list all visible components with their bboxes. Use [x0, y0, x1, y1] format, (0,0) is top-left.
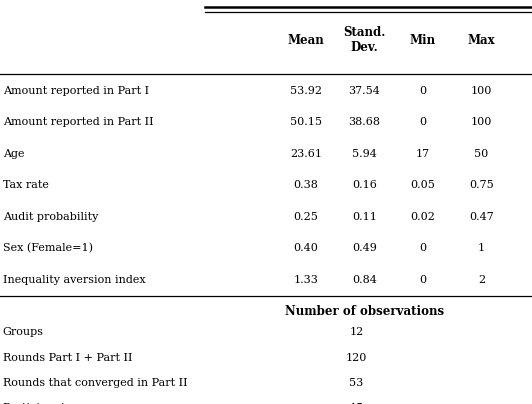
- Text: Amount reported in Part II: Amount reported in Part II: [3, 118, 153, 127]
- Text: 0.38: 0.38: [294, 181, 318, 190]
- Text: 0.75: 0.75: [469, 181, 494, 190]
- Text: Number of observations: Number of observations: [285, 305, 444, 318]
- Text: Rounds that converged in Part II: Rounds that converged in Part II: [3, 378, 187, 387]
- Text: Stand.
Dev.: Stand. Dev.: [343, 26, 386, 55]
- Text: Audit probability: Audit probability: [3, 212, 98, 222]
- Text: 50: 50: [475, 149, 488, 159]
- Text: 0: 0: [419, 275, 427, 285]
- Text: 120: 120: [346, 353, 367, 362]
- Text: Inequality aversion index: Inequality aversion index: [3, 275, 145, 285]
- Text: 53.92: 53.92: [290, 86, 322, 96]
- Text: 38.68: 38.68: [348, 118, 380, 127]
- Text: 37.54: 37.54: [348, 86, 380, 96]
- Text: 2: 2: [478, 275, 485, 285]
- Text: Rounds Part I + Part II: Rounds Part I + Part II: [3, 353, 132, 362]
- Text: Min: Min: [410, 34, 436, 47]
- Text: 5.94: 5.94: [352, 149, 377, 159]
- Text: Groups: Groups: [3, 328, 44, 337]
- Text: 0: 0: [419, 86, 427, 96]
- Text: Amount reported in Part I: Amount reported in Part I: [3, 86, 149, 96]
- Text: 0.11: 0.11: [352, 212, 377, 222]
- Text: 0.25: 0.25: [294, 212, 318, 222]
- Text: Mean: Mean: [287, 34, 325, 47]
- Text: 1: 1: [478, 244, 485, 253]
- Text: 0.05: 0.05: [411, 181, 435, 190]
- Text: 23.61: 23.61: [290, 149, 322, 159]
- Text: 0.49: 0.49: [352, 244, 377, 253]
- Text: 0.84: 0.84: [352, 275, 377, 285]
- Text: 0.47: 0.47: [469, 212, 494, 222]
- Text: 0: 0: [419, 118, 427, 127]
- Text: Participants per group: Participants per group: [3, 403, 130, 404]
- Text: 15: 15: [350, 403, 363, 404]
- Text: 100: 100: [471, 118, 492, 127]
- Text: 0.40: 0.40: [294, 244, 318, 253]
- Text: Age: Age: [3, 149, 24, 159]
- Text: 17: 17: [416, 149, 430, 159]
- Text: Tax rate: Tax rate: [3, 181, 48, 190]
- Text: 1.33: 1.33: [294, 275, 318, 285]
- Text: Max: Max: [468, 34, 495, 47]
- Text: 0.16: 0.16: [352, 181, 377, 190]
- Text: Sex (Female=1): Sex (Female=1): [3, 243, 93, 254]
- Text: 0: 0: [419, 244, 427, 253]
- Text: 53: 53: [350, 378, 363, 387]
- Text: 100: 100: [471, 86, 492, 96]
- Text: 50.15: 50.15: [290, 118, 322, 127]
- Text: 12: 12: [350, 328, 363, 337]
- Text: 0.02: 0.02: [411, 212, 435, 222]
